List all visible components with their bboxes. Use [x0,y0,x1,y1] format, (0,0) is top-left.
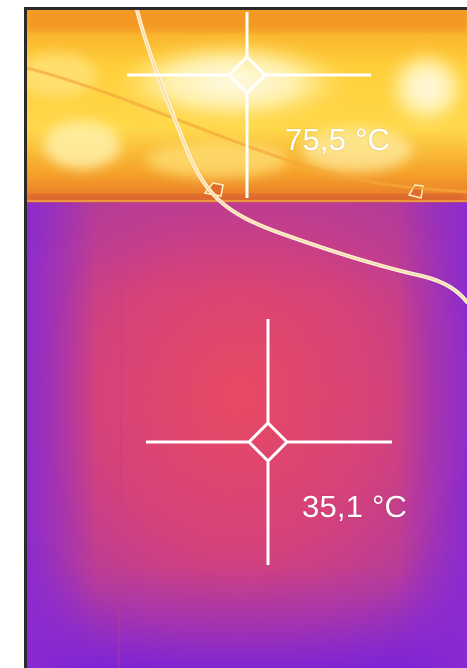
thermal-image [27,10,467,668]
thermal-image-frame: 75,5 °C 35,1 °C [24,7,467,668]
crosshair-bottom-icon [146,319,392,565]
crosshair-top-icon [127,12,371,198]
temperature-reading-top: 75,5 °C [285,122,391,157]
temperature-reading-bottom: 35,1 °C [302,489,408,524]
